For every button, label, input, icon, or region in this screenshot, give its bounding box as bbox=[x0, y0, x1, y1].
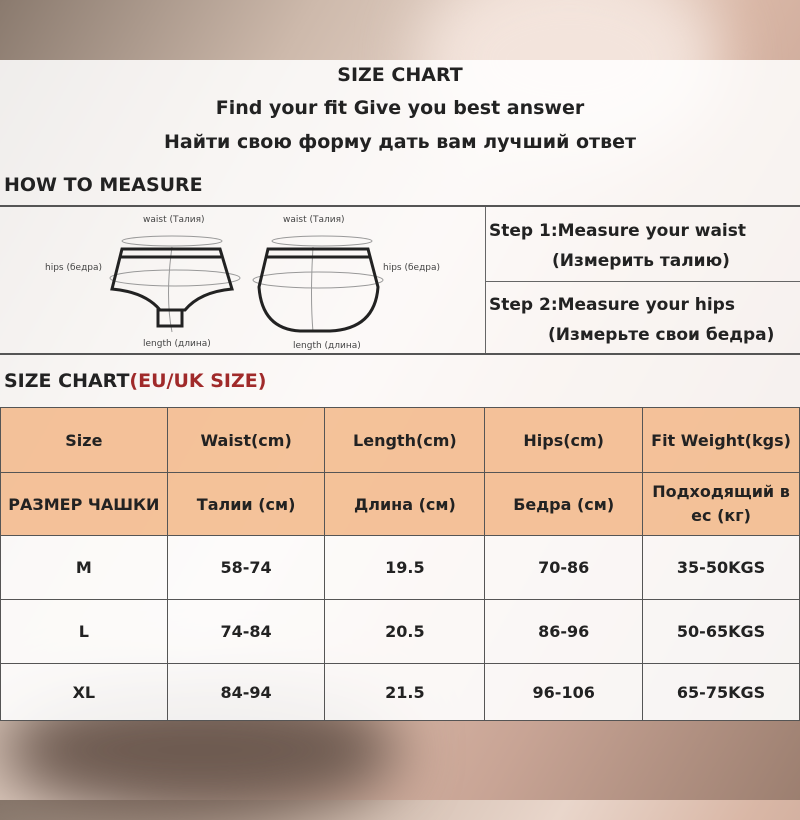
cell: L bbox=[0, 599, 168, 664]
hips-label: hips (бедра) bbox=[383, 263, 441, 273]
cell: 86-96 bbox=[484, 599, 644, 664]
header-cell: Waist(cm) bbox=[166, 407, 326, 473]
cell: 50-65KGS bbox=[642, 599, 800, 664]
header-cell: Бедра (см) bbox=[484, 472, 644, 536]
step2: Step 2:Measure your hips bbox=[489, 295, 735, 315]
cell: 70-86 bbox=[484, 535, 644, 600]
cell: 21.5 bbox=[324, 663, 486, 721]
length-label: length (длина) bbox=[143, 339, 211, 349]
size-table: Size Waist(cm) Length(cm) Hips(cm) Fit W… bbox=[0, 407, 800, 721]
cell: 19.5 bbox=[324, 535, 486, 600]
header-row-en: Size Waist(cm) Length(cm) Hips(cm) Fit W… bbox=[0, 407, 800, 473]
cell: M bbox=[0, 535, 168, 600]
subtitle-ru: Найти свою форму дать вам лучший ответ bbox=[164, 131, 636, 153]
table-row: M 58-74 19.5 70-86 35-50KGS bbox=[0, 535, 800, 600]
header-cell: Hips(cm) bbox=[484, 407, 644, 473]
hips-label: hips (бедра) bbox=[45, 263, 103, 273]
step2-ru: (Измерьте свои бедра) bbox=[548, 325, 775, 345]
page-title: SIZE CHART bbox=[337, 64, 463, 86]
header-cell: Подходящий в ес (кг) bbox=[642, 472, 800, 536]
cell: 84-94 bbox=[166, 663, 326, 721]
subtitle-en: Find your fit Give you best answer bbox=[215, 97, 585, 119]
length-label: length (длина) bbox=[293, 341, 361, 351]
header-cell: Длина (см) bbox=[324, 472, 486, 536]
header-cell: Length(cm) bbox=[324, 407, 486, 473]
header-cell: Fit Weight(kgs) bbox=[642, 407, 800, 473]
divider bbox=[485, 281, 800, 282]
header-row-ru: РАЗМЕР ЧАШКИ Талии (см) Длина (см) Бедра… bbox=[0, 472, 800, 536]
size-chart-heading-text: SIZE CHART bbox=[4, 370, 130, 392]
cell: 58-74 bbox=[166, 535, 326, 600]
size-chart-heading: SIZE CHART(EU/UK SIZE) bbox=[4, 370, 266, 392]
header-cell: РАЗМЕР ЧАШКИ bbox=[0, 472, 168, 536]
divider bbox=[485, 207, 486, 353]
cell: 65-75KGS bbox=[642, 663, 800, 721]
header-cell: Талии (см) bbox=[166, 472, 326, 536]
waist-label: waist (Талия) bbox=[283, 215, 345, 225]
header-cell: Size bbox=[0, 407, 168, 473]
step1-ru: (Измерить талию) bbox=[552, 251, 730, 271]
cell: 35-50KGS bbox=[642, 535, 800, 600]
how-to-measure-heading: HOW TO MEASURE bbox=[4, 174, 203, 196]
cell: XL bbox=[0, 663, 168, 721]
step1: Step 1:Measure your waist bbox=[489, 221, 747, 241]
cell: 74-84 bbox=[166, 599, 326, 664]
cell: 20.5 bbox=[324, 599, 486, 664]
table-row: XL 84-94 21.5 96-106 65-75KGS bbox=[0, 663, 800, 721]
measure-section: waist (Талия) waist (Талия) hips (бедра)… bbox=[0, 205, 800, 355]
size-chart-heading-accent: (EU/UK SIZE) bbox=[129, 370, 267, 392]
table-row: L 74-84 20.5 86-96 50-65KGS bbox=[0, 599, 800, 664]
cell: 96-106 bbox=[484, 663, 644, 721]
waist-label: waist (Талия) bbox=[143, 215, 205, 225]
panties-diagram-icon bbox=[109, 235, 384, 333]
